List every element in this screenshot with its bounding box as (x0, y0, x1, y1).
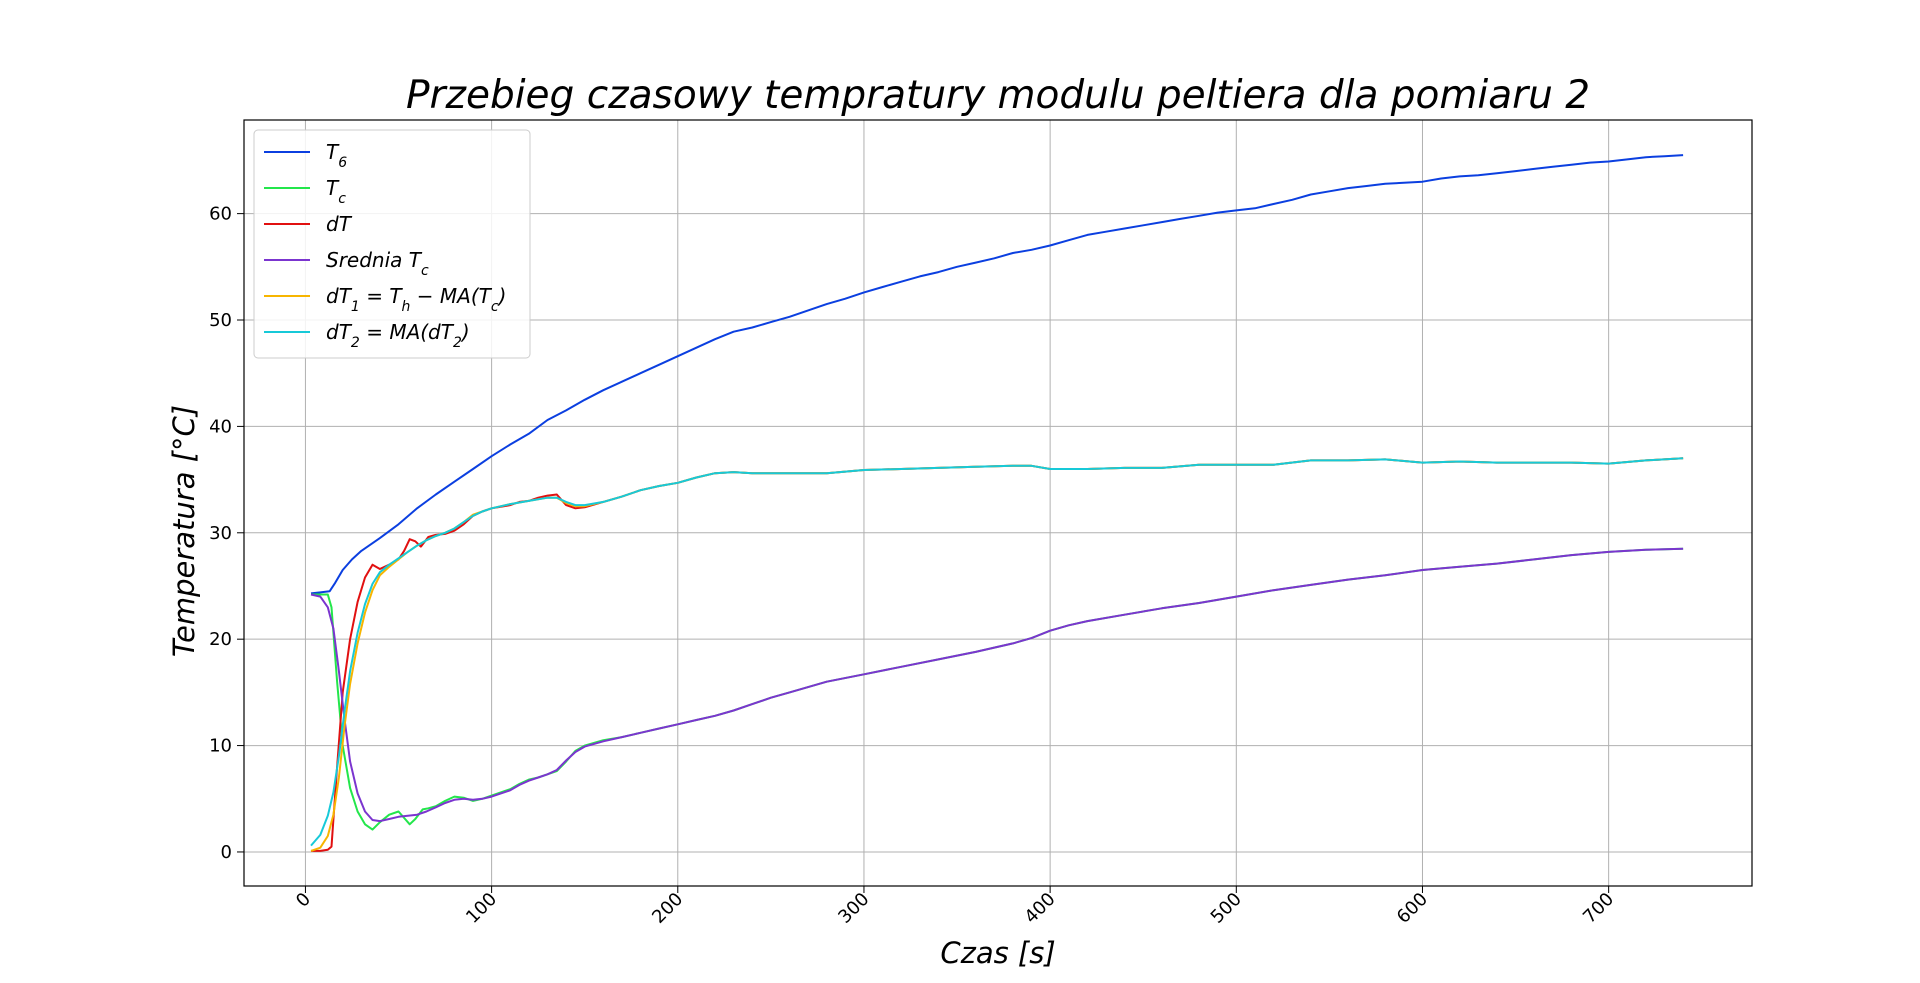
y-tick-label: 50 (209, 310, 232, 331)
y-tick-label: 40 (209, 416, 232, 437)
y-tick-label: 20 (209, 629, 232, 650)
series-line-5 (310, 457, 1684, 847)
x-tick-label: 400 (1021, 889, 1060, 928)
series-line-2 (311, 457, 1684, 852)
y-axis-label: Temperatura [°C] (167, 405, 201, 657)
series-line-3 (310, 547, 1684, 823)
legend-box (253, 129, 531, 359)
y-tick-label: 10 (209, 736, 232, 757)
x-tick-label: 200 (648, 889, 687, 928)
legend-label: Srednia Tc (326, 248, 429, 279)
grid (244, 120, 1752, 886)
x-tick-label: 600 (1393, 889, 1432, 928)
series-line-4 (310, 457, 1684, 852)
x-tick-label: 300 (834, 889, 873, 928)
x-tick-label: 500 (1207, 889, 1246, 928)
legend-label: Tc (326, 176, 346, 207)
x-tick-label: 700 (1579, 889, 1618, 928)
legend-label: dT2 = MA(dT2) (326, 320, 470, 351)
plot-lines (310, 154, 1684, 852)
legend-label: dT (326, 212, 353, 236)
y-tick-label: 0 (221, 842, 232, 863)
legend-label: T6 (326, 140, 347, 171)
x-tick-label: 0 (292, 889, 315, 912)
x-axis-label: Czas [s] (940, 936, 1055, 970)
chart-title: Przebieg czasowy tempratury modulu pelti… (406, 73, 1590, 118)
y-tick-label: 30 (209, 523, 232, 544)
x-tick-label: 100 (462, 889, 501, 928)
y-tick-label: 60 (209, 204, 232, 225)
legend: T6 Tc dT Srednia Tc dT1 = Th − MA(Tc) dT2 = M… (253, 129, 531, 359)
series-line-0 (310, 154, 1684, 595)
legend-label: dT1 = Th − MA(Tc) (326, 284, 506, 315)
plot-area-frame (243, 119, 1753, 887)
